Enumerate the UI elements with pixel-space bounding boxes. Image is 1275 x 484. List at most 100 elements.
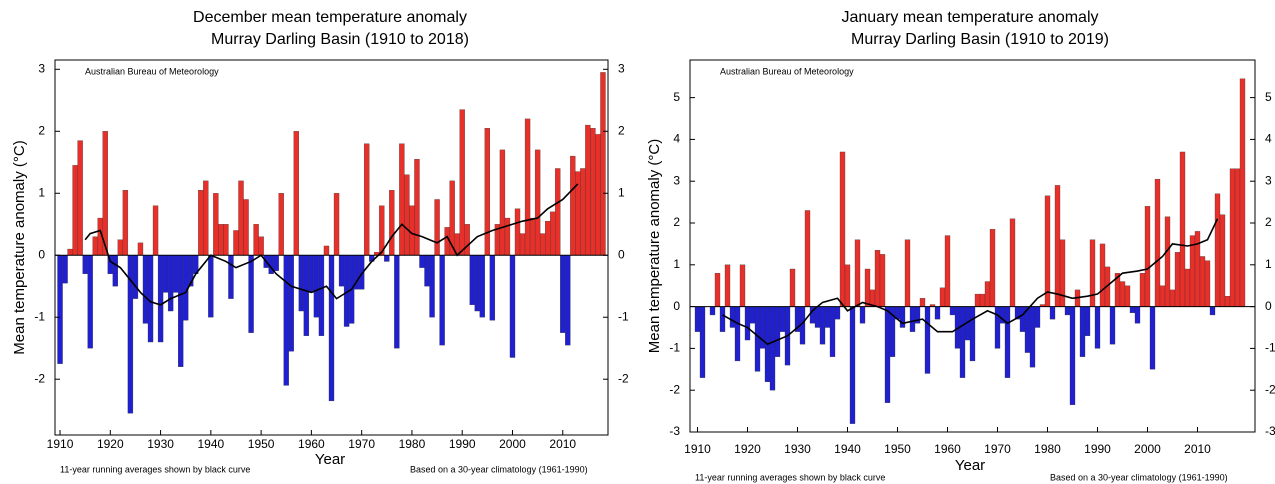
bar	[514, 208, 521, 256]
bar	[102, 131, 108, 256]
y-tick-label-right: -1	[1265, 341, 1275, 355]
x-tick-label: 1920	[734, 442, 761, 456]
bar	[944, 235, 951, 307]
running-mean-line	[84, 183, 579, 306]
y-tick-label: -2	[34, 371, 45, 385]
bar	[1184, 268, 1191, 307]
bar	[167, 255, 174, 312]
x-tick-label: 1970	[348, 437, 375, 451]
bar	[474, 255, 480, 312]
y-tick-label: -3	[669, 424, 680, 438]
y-tick-label-right: 0	[1265, 299, 1272, 313]
x-tick-label: 1980	[1034, 442, 1061, 456]
bar	[464, 224, 470, 256]
bar	[379, 205, 385, 256]
bar	[298, 255, 304, 312]
bar	[555, 168, 561, 256]
bar	[844, 264, 851, 307]
bar	[1034, 306, 1041, 328]
y-tick-label-right: 3	[1265, 173, 1272, 187]
bar	[1214, 193, 1221, 307]
bar	[580, 168, 586, 256]
plot-frame	[54, 59, 609, 436]
bar	[779, 306, 786, 332]
bar	[600, 72, 606, 256]
bar	[550, 211, 556, 256]
bar	[364, 143, 370, 256]
bar	[384, 255, 390, 262]
chart-subtitle: Murray Darling Basin (1910 to 2019)	[851, 31, 1109, 48]
bar	[909, 306, 916, 332]
bar	[719, 306, 726, 332]
bar	[228, 255, 234, 299]
bar	[1089, 239, 1096, 307]
bar	[218, 224, 224, 256]
bar	[399, 143, 405, 256]
plot-frame	[689, 59, 1256, 433]
bar	[1139, 273, 1146, 307]
bar	[879, 254, 886, 307]
bar	[409, 205, 415, 256]
bar	[504, 217, 511, 256]
bar	[1004, 306, 1011, 378]
bar	[729, 306, 736, 328]
bar	[338, 255, 345, 287]
x-tick-label: 1910	[47, 437, 74, 451]
x-tick-label: 1910	[684, 442, 711, 456]
bar	[253, 224, 259, 256]
bar	[308, 255, 315, 293]
bar	[849, 306, 856, 424]
bar	[1229, 168, 1236, 307]
bar	[283, 255, 289, 386]
bar	[1234, 168, 1241, 307]
y-tick-label-right: -1	[618, 309, 629, 323]
bar	[884, 306, 891, 403]
bar	[744, 306, 751, 341]
x-axis-label: Year	[955, 457, 985, 474]
bar	[864, 268, 871, 307]
x-tick-label: 2000	[499, 437, 526, 451]
footnote-left: 11-year running averages shown by black …	[695, 472, 885, 482]
bar	[1119, 281, 1126, 307]
x-tick-label: 1920	[97, 437, 124, 451]
x-tick-label: 1980	[399, 437, 426, 451]
bar	[694, 306, 701, 332]
bar	[92, 236, 98, 256]
bar	[1219, 214, 1226, 307]
bar	[243, 199, 249, 256]
bar	[814, 306, 821, 328]
bar	[77, 140, 83, 256]
bar	[595, 134, 601, 256]
bar	[87, 255, 93, 349]
bar	[434, 199, 440, 256]
bar	[969, 306, 976, 362]
bar	[789, 268, 796, 307]
bar	[459, 109, 465, 256]
bar	[834, 306, 841, 320]
bar	[1019, 306, 1026, 332]
chart-title: December mean temperature anomaly	[193, 9, 467, 26]
bar	[984, 281, 991, 307]
bar	[414, 159, 420, 256]
bar	[1094, 306, 1101, 349]
bar	[1084, 306, 1091, 337]
bar	[974, 293, 981, 307]
bar	[769, 306, 776, 391]
bar	[1224, 296, 1231, 307]
bar	[499, 149, 506, 256]
y-tick-label-right: -2	[1265, 382, 1275, 396]
bar	[328, 255, 335, 402]
x-tick-label: 1960	[298, 437, 325, 451]
y-tick-label-right: 1	[1265, 257, 1272, 271]
x-tick-label: 2010	[1184, 442, 1211, 456]
bar	[479, 255, 485, 318]
bar	[147, 255, 154, 343]
y-tick-label: 0	[38, 247, 45, 261]
bar	[1179, 151, 1186, 307]
bar	[1204, 260, 1211, 307]
x-tick-label: 1990	[449, 437, 476, 451]
bar	[1164, 216, 1171, 307]
bar	[519, 233, 526, 256]
y-tick-label-right: 0	[618, 247, 625, 261]
bar	[1099, 243, 1106, 307]
